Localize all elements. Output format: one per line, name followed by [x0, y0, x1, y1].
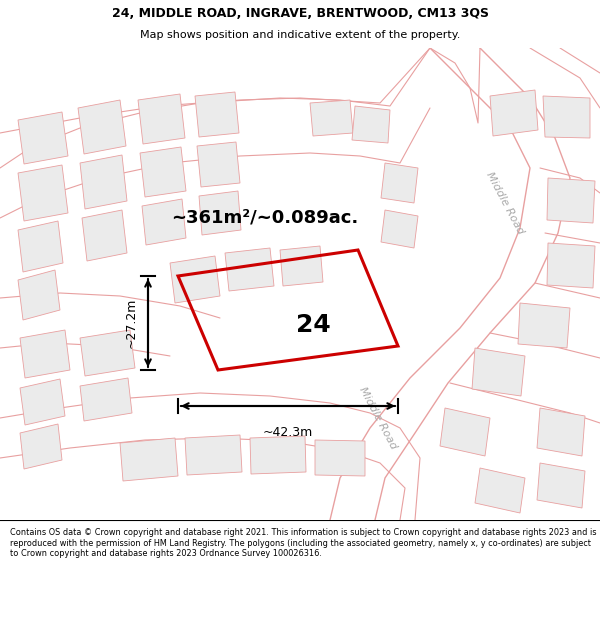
Text: 24: 24 [296, 314, 331, 338]
Polygon shape [225, 248, 274, 291]
Polygon shape [140, 147, 186, 197]
Polygon shape [82, 210, 127, 261]
Polygon shape [185, 435, 242, 475]
Text: Map shows position and indicative extent of the property.: Map shows position and indicative extent… [140, 30, 460, 40]
Polygon shape [80, 155, 127, 209]
Polygon shape [440, 408, 490, 456]
Polygon shape [547, 178, 595, 223]
Polygon shape [142, 199, 186, 245]
Polygon shape [18, 270, 60, 320]
Polygon shape [199, 191, 241, 235]
Polygon shape [20, 424, 62, 469]
Polygon shape [250, 436, 306, 474]
Text: Middle Road: Middle Road [358, 385, 398, 451]
Polygon shape [195, 92, 239, 137]
Polygon shape [280, 246, 323, 286]
Polygon shape [475, 468, 525, 513]
Polygon shape [18, 112, 68, 164]
Text: ~42.3m: ~42.3m [263, 426, 313, 439]
Polygon shape [490, 90, 538, 136]
Polygon shape [537, 463, 585, 508]
Polygon shape [381, 210, 418, 248]
Polygon shape [352, 106, 390, 143]
Polygon shape [197, 142, 240, 187]
Polygon shape [472, 348, 525, 396]
Polygon shape [543, 96, 590, 138]
Polygon shape [310, 100, 353, 136]
Polygon shape [381, 163, 418, 203]
Text: 24, MIDDLE ROAD, INGRAVE, BRENTWOOD, CM13 3QS: 24, MIDDLE ROAD, INGRAVE, BRENTWOOD, CM1… [112, 8, 488, 20]
Polygon shape [80, 378, 132, 421]
Polygon shape [20, 379, 65, 425]
Polygon shape [120, 438, 178, 481]
Text: Contains OS data © Crown copyright and database right 2021. This information is : Contains OS data © Crown copyright and d… [10, 528, 597, 558]
Polygon shape [18, 221, 63, 272]
Polygon shape [518, 303, 570, 348]
Polygon shape [80, 330, 135, 376]
Polygon shape [138, 94, 185, 144]
Polygon shape [547, 243, 595, 288]
Polygon shape [170, 256, 220, 303]
Text: ~27.2m: ~27.2m [125, 298, 138, 348]
Text: Middle Road: Middle Road [484, 170, 526, 236]
Text: ~361m²/~0.089ac.: ~361m²/~0.089ac. [172, 209, 359, 227]
Polygon shape [537, 408, 585, 456]
Polygon shape [78, 100, 126, 154]
Polygon shape [315, 440, 365, 476]
Polygon shape [20, 330, 70, 378]
Polygon shape [18, 165, 68, 221]
